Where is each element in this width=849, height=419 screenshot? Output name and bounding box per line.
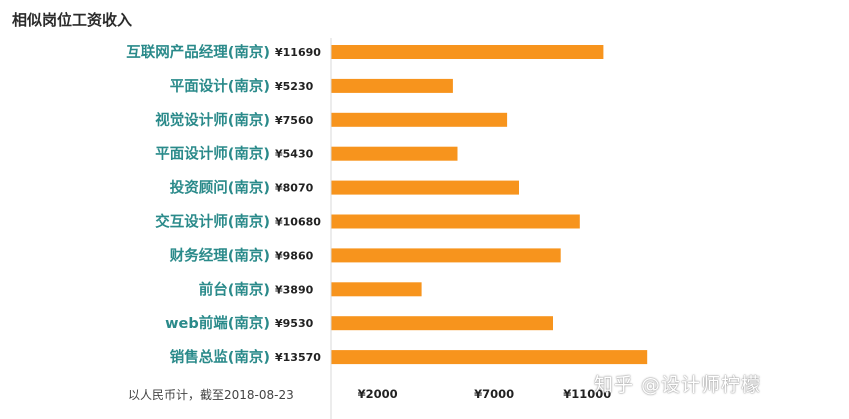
- category-label: 平面设计(南京): [170, 77, 270, 95]
- ticks-group: ¥2000 ¥7000 ¥11000: [330, 38, 611, 419]
- value-label: ¥10680: [275, 216, 321, 229]
- bar: [331, 78, 453, 93]
- x-tick-label: ¥7000: [474, 387, 514, 401]
- bar: [331, 282, 422, 297]
- bar: [331, 180, 519, 195]
- category-label: 交互设计师(南京): [155, 213, 270, 231]
- value-label: ¥5230: [275, 80, 314, 93]
- category-label: 财务经理(南京): [170, 246, 270, 264]
- x-tick-label: ¥2000: [358, 387, 398, 401]
- x-tick-label: ¥11000: [563, 387, 611, 401]
- category-label: web前端(南京): [165, 314, 270, 332]
- value-label: ¥9530: [275, 317, 314, 330]
- value-label: ¥3890: [275, 283, 314, 296]
- bars-group: [331, 45, 648, 365]
- category-label: 投资顾问(南京): [170, 179, 270, 197]
- value-label: ¥9860: [275, 249, 314, 262]
- category-label: 互联网产品经理(南京): [126, 43, 270, 61]
- bar: [331, 350, 648, 365]
- bar: [331, 146, 458, 161]
- category-label: 销售总监(南京): [170, 348, 270, 366]
- chart-title: 相似岗位工资收入: [12, 11, 133, 29]
- category-label: 平面设计师(南京): [155, 145, 270, 163]
- bar: [331, 248, 561, 263]
- bar: [331, 45, 604, 59]
- category-label: 视觉设计师(南京): [155, 111, 270, 129]
- value-label: ¥11690: [275, 46, 321, 59]
- value-label: ¥13570: [275, 351, 321, 364]
- value-label: ¥7560: [275, 114, 314, 127]
- bar: [331, 112, 508, 127]
- category-label: 前台(南京): [199, 280, 270, 298]
- footnote: 以人民币计，截至2018-08-23: [128, 388, 294, 402]
- bar: [331, 214, 580, 229]
- labels-group: 互联网产品经理(南京) ¥11690 平面设计(南京) ¥5230 视觉设计师(南京) ¥…: [126, 43, 321, 366]
- watermark: 知乎 @设计师柠檬: [594, 374, 762, 396]
- value-label: ¥8070: [275, 182, 314, 195]
- value-label: ¥5430: [275, 148, 314, 161]
- bar: [331, 316, 553, 331]
